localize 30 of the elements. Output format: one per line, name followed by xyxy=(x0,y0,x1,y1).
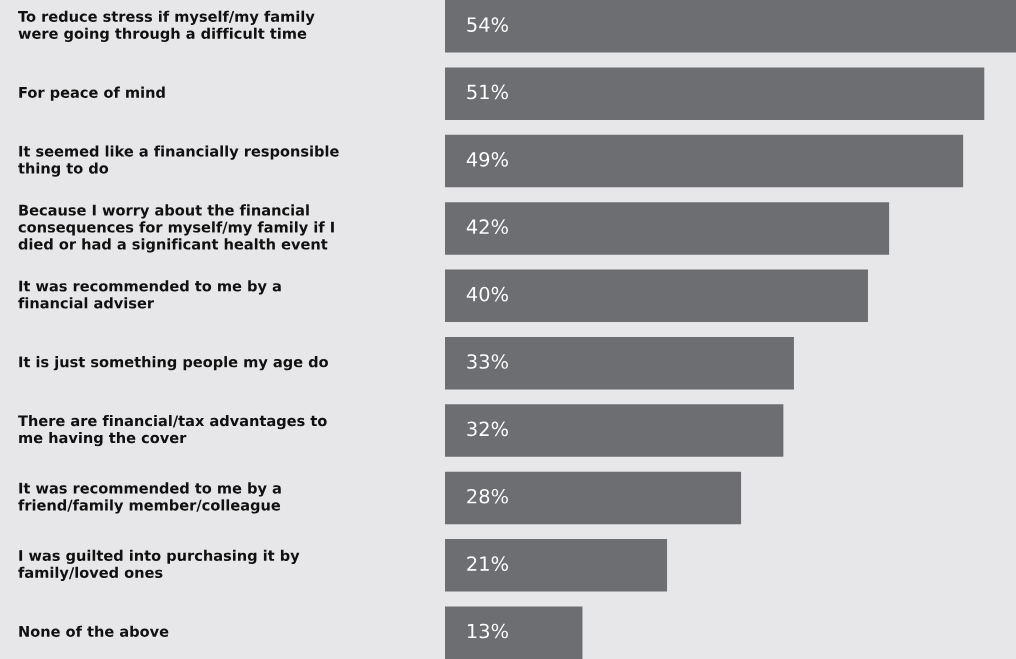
data-label: 42% xyxy=(466,219,508,235)
bar xyxy=(445,606,583,659)
data-label: 40% xyxy=(466,286,508,302)
data-label: 28% xyxy=(467,488,508,504)
data-label: 51% xyxy=(467,84,508,100)
bar xyxy=(445,404,784,457)
y-tick-label: None of the above xyxy=(19,625,169,637)
data-label: 54% xyxy=(467,17,508,32)
data-label: 21% xyxy=(467,556,508,571)
y-tick-label: There are financial/tax advantages to me having the cover xyxy=(18,414,327,447)
y-tick-label: To reduce stress if myself/my family were going through a difficult time xyxy=(18,10,315,42)
y-tick-label: For peace of mind xyxy=(19,86,165,101)
bar xyxy=(445,471,742,525)
y-tick-label: It was recommended to me by a financial adviser xyxy=(18,280,281,309)
y-tick-label: Because I worry about the financial consequences for myself/my family if I died or had a significant health event xyxy=(18,204,334,253)
bar xyxy=(445,0,1016,53)
data-label: 13% xyxy=(467,623,508,639)
bar xyxy=(445,336,794,390)
bar xyxy=(445,134,964,188)
bar xyxy=(445,67,985,120)
bar xyxy=(445,202,890,255)
bar xyxy=(445,269,868,323)
y-tick-label: It seemed like a financially responsible thing to do xyxy=(18,145,339,177)
data-label: 32% xyxy=(467,421,508,437)
data-label: 33% xyxy=(467,354,508,369)
bar xyxy=(445,539,668,592)
y-tick-label: It is just something people my age do xyxy=(19,356,328,371)
data-label: 49% xyxy=(466,151,508,167)
y-tick-label: I was guilted into purchasing it by family/loved ones xyxy=(18,549,300,581)
y-tick-label: It was recommended to me by a friend/family member/colleague xyxy=(18,482,281,514)
